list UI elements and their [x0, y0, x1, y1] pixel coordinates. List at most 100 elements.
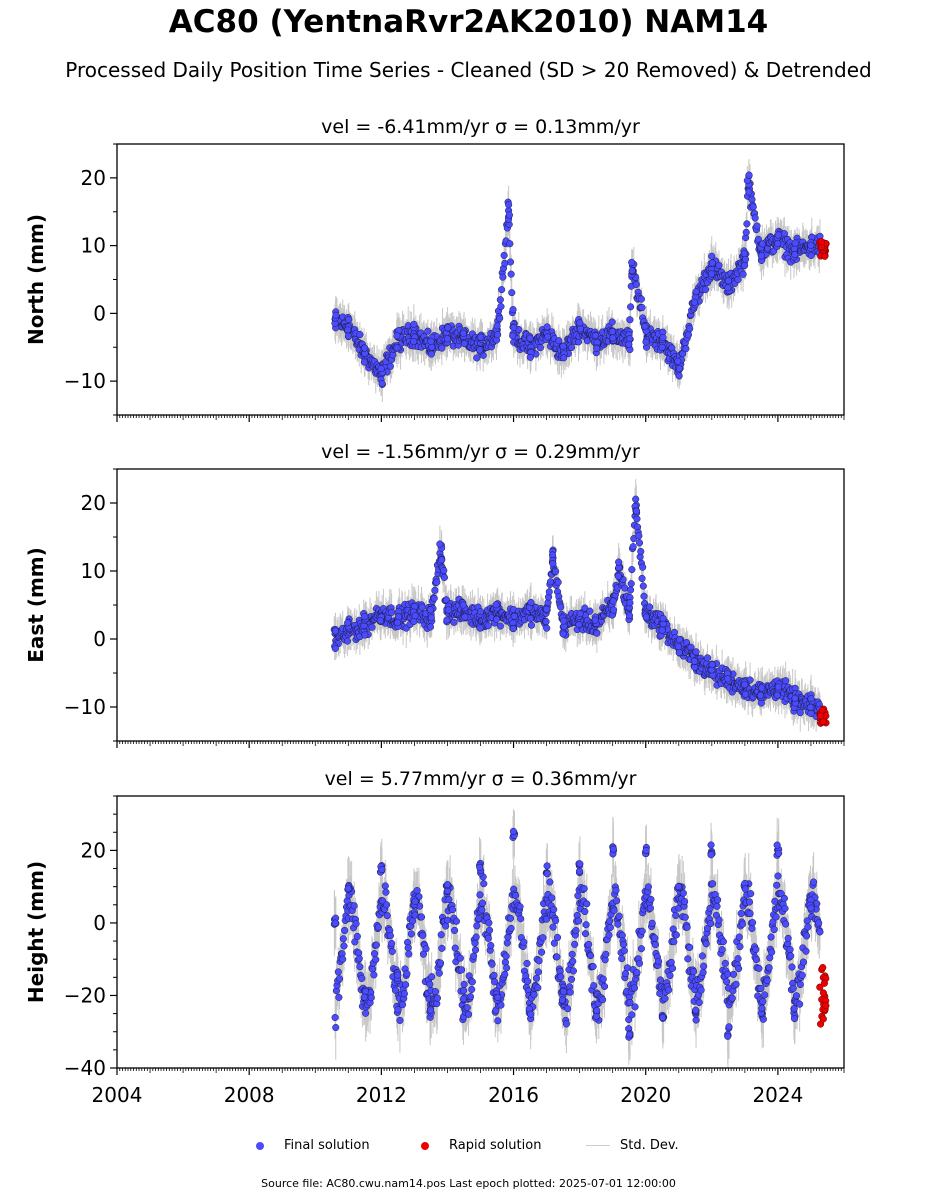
final-solution-point — [609, 597, 617, 605]
final-solution-point — [642, 613, 650, 621]
final-solution-point — [751, 214, 759, 222]
final-solution-point — [741, 690, 750, 698]
final-solution-point — [559, 630, 567, 638]
final-solution-point — [639, 563, 647, 571]
final-solution-point — [756, 691, 765, 699]
final-solution-point — [635, 539, 644, 547]
final-solution-point — [555, 337, 563, 345]
final-solution-point — [626, 599, 634, 607]
final-solution-point — [692, 288, 700, 296]
final-solution-point — [440, 566, 448, 575]
final-solution-point — [506, 240, 514, 248]
final-solution-point — [745, 188, 753, 196]
final-solution-point — [544, 333, 552, 341]
final-solution-point — [807, 695, 815, 703]
final-solution-point — [509, 332, 517, 340]
final-solution-point — [509, 625, 517, 633]
final-solution-point — [492, 601, 500, 609]
final-solution-point — [545, 588, 553, 596]
final-solution-point — [791, 239, 799, 247]
final-solution-point — [757, 252, 765, 260]
final-solution-point — [614, 572, 622, 580]
final-solution-point — [807, 703, 815, 711]
final-solution-point — [686, 325, 694, 333]
final-solution-point — [476, 608, 485, 616]
final-solution-point — [640, 592, 648, 600]
final-solution-point — [377, 365, 385, 373]
y-tick-label: 10 — [81, 234, 106, 258]
final-solution-point — [638, 303, 646, 312]
final-solution-point — [593, 344, 601, 352]
final-solution-point — [745, 171, 753, 179]
final-solution-point — [440, 573, 448, 582]
final-solution-point — [740, 250, 748, 258]
final-solution-point — [609, 334, 617, 342]
final-solution-point — [536, 344, 544, 352]
rapid-solution-point — [819, 718, 827, 726]
final-solution-point — [494, 331, 502, 339]
final-solution-point — [632, 495, 640, 503]
final-solution-point — [741, 255, 750, 263]
final-solution-point — [702, 285, 710, 294]
final-solution-point — [361, 344, 369, 352]
final-solution-point — [749, 203, 757, 211]
final-solution-point — [774, 240, 782, 248]
final-solution-point — [627, 586, 635, 594]
final-solution-point — [782, 677, 790, 685]
final-solution-point — [791, 251, 799, 259]
final-solution-point — [638, 574, 646, 582]
panel-2: vel = 5.77mm/yr σ = 0.36mm/yr Height (mm)… — [24, 768, 845, 1107]
final-solution-points — [330, 495, 824, 720]
final-solution-point — [526, 334, 534, 342]
final-solution-point — [628, 566, 636, 574]
final-solution-point — [629, 543, 637, 551]
final-solution-point — [508, 289, 516, 297]
final-solution-point — [754, 235, 762, 243]
final-solution-point — [676, 635, 684, 643]
final-solution-point — [627, 580, 635, 588]
panel-0: vel = -6.41mm/yr σ = 0.13mm/yr North (mm)… — [24, 116, 845, 422]
rapid-solution-point — [818, 238, 826, 246]
final-solution-point — [526, 614, 535, 623]
y-axis-label: North (mm) — [24, 214, 48, 345]
final-solution-point — [376, 617, 384, 625]
final-solution-point — [510, 612, 518, 620]
final-solution-point — [393, 332, 401, 340]
final-solution-point — [739, 270, 747, 278]
final-solution-point — [609, 606, 618, 614]
final-solution-point — [684, 331, 692, 339]
final-solution-point — [386, 362, 394, 370]
final-solution-point — [807, 241, 815, 249]
final-solution-point — [615, 558, 623, 566]
final-solution-point — [758, 684, 766, 692]
final-solution-point — [774, 683, 782, 691]
final-solution-point — [646, 603, 654, 611]
final-solution-point — [658, 343, 666, 351]
final-solution-point — [459, 329, 467, 337]
final-solution-point — [443, 616, 451, 624]
final-solution-point — [443, 335, 451, 343]
final-solution-point — [493, 615, 501, 623]
final-solution-point — [433, 578, 441, 586]
final-solution-point — [444, 324, 452, 332]
rapid-solution-point — [821, 252, 829, 260]
final-solution-point — [724, 277, 733, 285]
final-solution-point — [625, 612, 634, 620]
final-solution-point — [791, 694, 799, 702]
final-solution-point — [675, 372, 683, 380]
chart-subtitle: Processed Daily Position Time Series - C… — [65, 58, 872, 82]
final-solution-point — [426, 606, 434, 614]
final-solution-point — [796, 709, 804, 717]
final-solution-point — [360, 358, 368, 366]
final-solution-point — [496, 296, 504, 304]
final-solution-point — [426, 623, 435, 631]
rapid-solution-points — [816, 238, 830, 260]
final-solution-point — [593, 629, 601, 637]
final-solution-point — [637, 547, 645, 556]
final-solution-point — [393, 619, 402, 627]
final-solution-point — [344, 619, 352, 627]
final-solution-point — [753, 222, 761, 230]
final-solution-point — [591, 616, 599, 624]
final-solution-point — [627, 303, 635, 311]
